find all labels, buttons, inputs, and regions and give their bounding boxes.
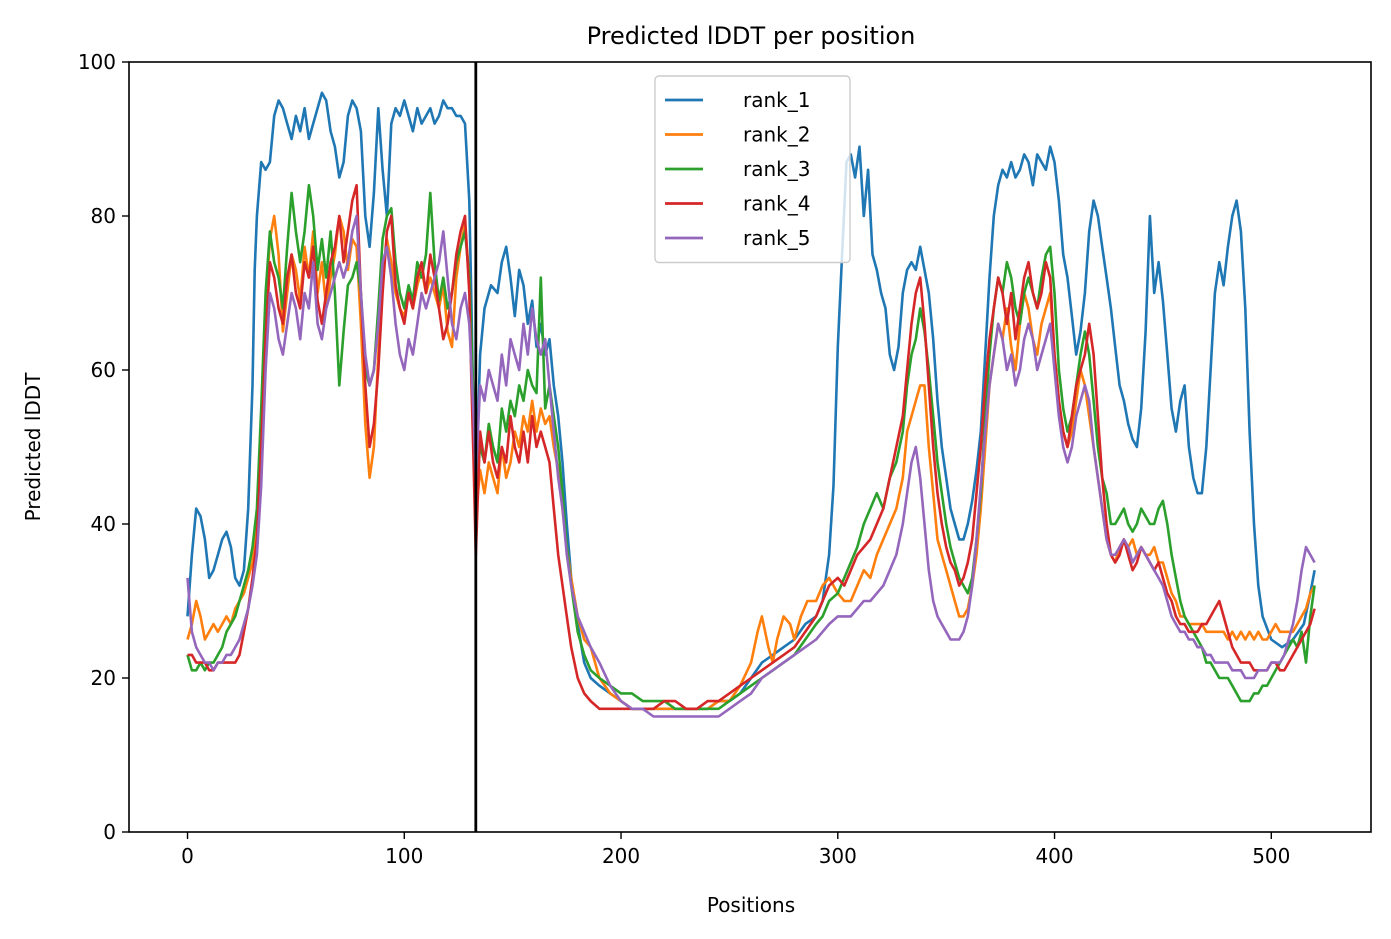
legend: rank_1 rank_2 rank_3 rank_4 rank_5 xyxy=(654,75,851,264)
x-tick-label: 100 xyxy=(385,844,423,868)
y-axis-label: Predicted lDDT xyxy=(21,372,45,522)
legend-box xyxy=(654,75,851,264)
y-tick-label: 80 xyxy=(91,204,116,228)
y-tick-label: 100 xyxy=(78,50,116,74)
series-line-rank_1 xyxy=(186,91,1316,711)
y-axis-ticks: 0 20 40 60 80 100 xyxy=(78,50,129,844)
legend-label-rank_4: rank_4 xyxy=(743,192,810,216)
series-line-rank_5 xyxy=(186,214,1316,718)
x-axis-ticks: 0 100 200 300 400 500 xyxy=(181,832,1290,868)
x-tick-label: 0 xyxy=(181,844,194,868)
y-tick-label: 60 xyxy=(91,358,116,382)
x-tick-label: 300 xyxy=(819,844,857,868)
x-axis-label: Positions xyxy=(707,893,795,917)
legend-label-rank_3: rank_3 xyxy=(743,157,810,181)
legend-label-rank_1: rank_1 xyxy=(743,88,810,112)
y-tick-label: 20 xyxy=(91,666,116,690)
series-group xyxy=(186,62,1316,832)
x-tick-label: 500 xyxy=(1252,844,1290,868)
chart-title: Predicted lDDT per position xyxy=(587,22,916,50)
y-tick-label: 40 xyxy=(91,512,116,536)
x-tick-label: 400 xyxy=(1035,844,1073,868)
legend-label-rank_2: rank_2 xyxy=(743,123,810,147)
axes-frame xyxy=(128,61,1372,833)
legend-label-rank_5: rank_5 xyxy=(743,226,810,250)
axes-group xyxy=(128,61,1372,833)
y-tick-label: 0 xyxy=(103,820,116,844)
x-tick-label: 200 xyxy=(602,844,640,868)
